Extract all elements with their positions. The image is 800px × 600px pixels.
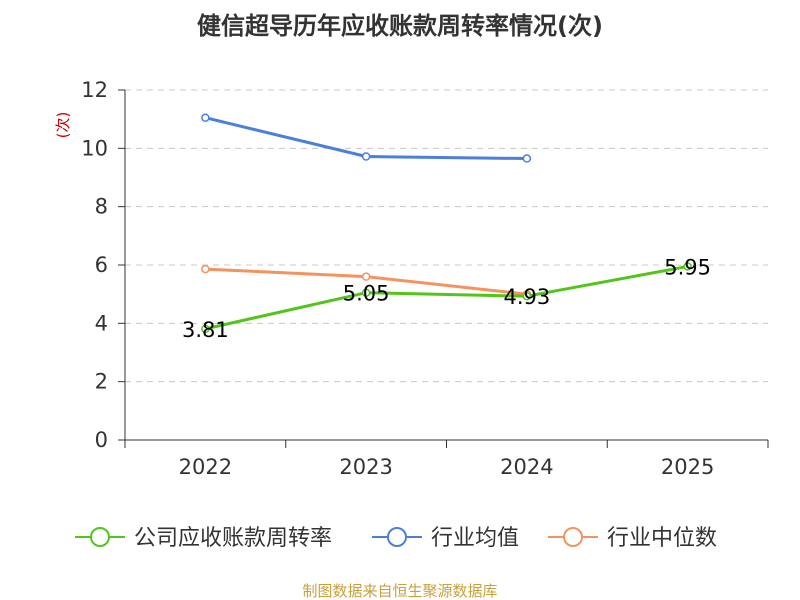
series-point-0 [522,291,532,301]
data-label: 4.93 [503,285,550,309]
legend: 公司应收账款周转率 行业均值 行业中位数 [75,526,717,551]
y-tick-labels: 0 2 4 6 8 10 12 [81,78,108,452]
x-tick-label: 2024 [500,455,553,479]
source-note: 制图数据来自恒生聚源数据库 [302,582,497,600]
y-axis-label: (次) [54,112,72,139]
x-tick-label: 2022 [179,455,232,479]
y-tick-label: 12 [81,78,108,102]
series-point-1 [201,113,210,122]
axes [118,89,769,448]
series-point-2 [361,272,371,281]
series-line-0 [205,264,688,331]
y-tick-label: 8 [95,195,108,219]
series-point-2 [201,264,210,274]
series-point-0 [201,324,210,334]
legend-label: 行业均值 [431,526,519,551]
data-label: 3.81 [182,318,229,342]
legend-label: 公司应收账款周转率 [134,526,332,551]
series-point-0 [683,262,692,271]
chart-title: 健信超导历年应收账款周转率情况(次) [197,12,603,40]
legend-marker-0 [90,527,110,547]
gridlines [125,89,768,383]
x-tick-labels: 2022 2023 2024 2025 [179,455,715,479]
y-tick-label: 4 [95,311,108,335]
y-tick-label: 0 [95,428,108,452]
x-tick-label: 2023 [339,455,392,479]
legend-marker-2 [563,527,583,547]
series-group: 3.81 5.05 4.93 5.95 [182,113,711,342]
data-label: 5.05 [343,282,390,306]
series-point-1 [522,154,532,163]
y-tick-label: 10 [81,136,108,160]
data-label: 5.95 [664,255,711,279]
y-tick-label: 6 [95,253,108,277]
series-point-1 [361,152,371,161]
x-tick-label: 2025 [661,455,714,479]
series-point-0 [361,288,371,297]
legend-label: 行业中位数 [607,526,717,551]
y-tick-label: 2 [95,370,108,394]
legend-marker-1 [387,527,407,547]
